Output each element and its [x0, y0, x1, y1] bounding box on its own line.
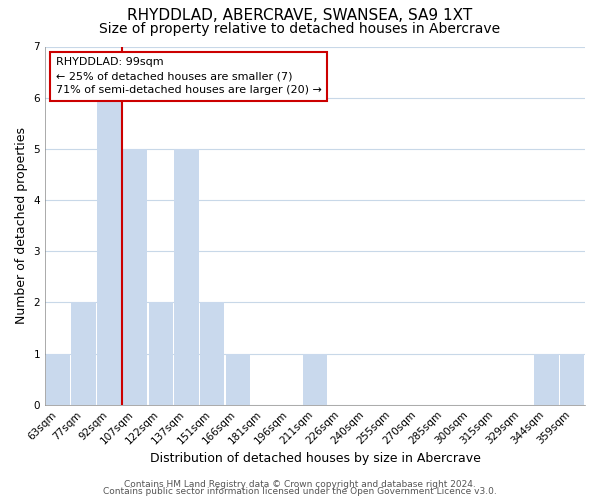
Bar [123, 149, 147, 405]
X-axis label: Distribution of detached houses by size in Abercrave: Distribution of detached houses by size … [149, 452, 481, 465]
Bar [149, 302, 173, 404]
Y-axis label: Number of detached properties: Number of detached properties [15, 127, 28, 324]
Bar [200, 302, 224, 404]
Bar [226, 354, 250, 405]
Text: Contains HM Land Registry data © Crown copyright and database right 2024.: Contains HM Land Registry data © Crown c… [124, 480, 476, 489]
Text: Contains public sector information licensed under the Open Government Licence v3: Contains public sector information licen… [103, 488, 497, 496]
Bar [303, 354, 327, 405]
Bar [174, 149, 199, 405]
Text: Size of property relative to detached houses in Abercrave: Size of property relative to detached ho… [100, 22, 500, 36]
Bar [534, 354, 559, 405]
Bar [46, 354, 70, 405]
Bar [97, 98, 122, 405]
Bar [71, 302, 96, 404]
Bar [560, 354, 584, 405]
Text: RHYDDLAD: 99sqm
← 25% of detached houses are smaller (7)
71% of semi-detached ho: RHYDDLAD: 99sqm ← 25% of detached houses… [56, 57, 322, 95]
Text: RHYDDLAD, ABERCRAVE, SWANSEA, SA9 1XT: RHYDDLAD, ABERCRAVE, SWANSEA, SA9 1XT [127, 8, 473, 22]
